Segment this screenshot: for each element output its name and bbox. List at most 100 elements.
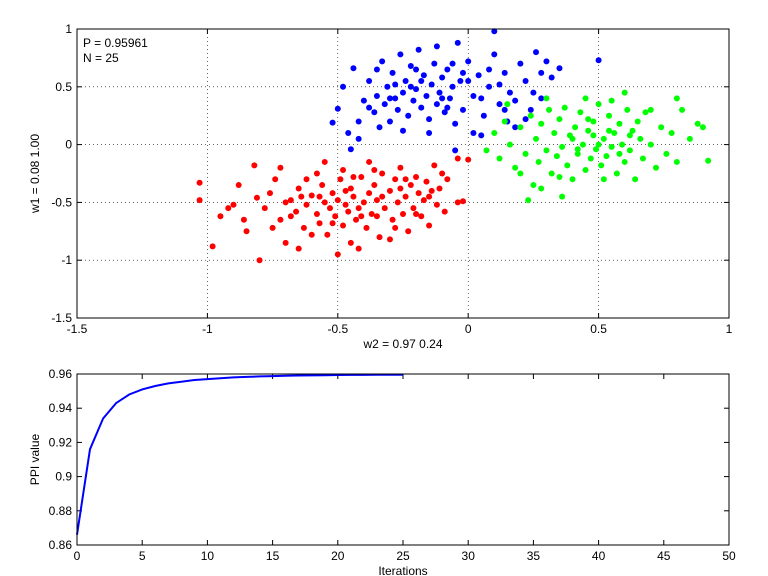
data-point: [303, 176, 310, 183]
data-point: [441, 109, 448, 116]
y-tick-label: 0.5: [55, 80, 72, 94]
data-point: [626, 132, 633, 139]
data-point: [329, 220, 336, 227]
data-point: [444, 66, 451, 73]
data-point: [470, 130, 477, 137]
data-point: [392, 176, 399, 183]
data-point: [652, 164, 659, 171]
data-point: [420, 72, 427, 79]
data-point: [637, 135, 644, 142]
data-point: [373, 93, 380, 100]
data-point: [428, 81, 435, 88]
data-point: [355, 245, 362, 252]
data-point: [626, 147, 633, 154]
data-point: [300, 224, 307, 231]
data-point: [564, 162, 571, 169]
ppi-series-line: [76, 373, 403, 535]
data-point: [230, 201, 237, 208]
data-point: [392, 81, 399, 88]
data-point: [538, 185, 545, 192]
data-point: [319, 182, 326, 189]
data-point: [355, 118, 362, 125]
data-point: [663, 150, 670, 157]
data-point: [501, 118, 508, 125]
data-point: [582, 95, 589, 102]
data-point: [392, 95, 399, 102]
data-point: [303, 201, 310, 208]
data-point: [548, 74, 555, 81]
data-point: [569, 135, 576, 142]
ppi-line-plot: 0 5 10 15 20 25 30 35 40 45 50 0.86 0.88 0.9 0.92 0.94 0…: [28, 367, 736, 576]
data-point: [629, 127, 636, 134]
data-point: [512, 97, 519, 104]
data-point: [522, 116, 529, 123]
data-point: [363, 224, 370, 231]
data-point: [543, 147, 550, 154]
red-cluster: [196, 155, 472, 264]
data-point: [556, 65, 563, 72]
data-point: [647, 106, 654, 113]
data-point: [321, 158, 328, 165]
data-point: [410, 205, 417, 212]
data-point: [394, 106, 401, 113]
data-point: [358, 173, 365, 180]
data-point: [478, 95, 485, 102]
x-tick-label: 35: [527, 549, 541, 563]
data-point: [407, 182, 414, 189]
data-point: [386, 187, 393, 194]
data-point: [686, 135, 693, 142]
data-point: [340, 83, 347, 90]
data-point: [386, 236, 393, 243]
data-point: [426, 130, 433, 137]
y-tick-label: -0.5: [51, 195, 72, 209]
data-point: [392, 224, 399, 231]
data-point: [574, 146, 581, 153]
data-point: [413, 210, 420, 217]
data-point: [405, 112, 412, 119]
data-point: [459, 198, 466, 205]
data-point: [543, 95, 550, 102]
data-point: [397, 164, 404, 171]
data-point: [606, 127, 613, 134]
data-point: [405, 228, 412, 235]
data-point: [621, 158, 628, 165]
data-point: [439, 95, 446, 102]
data-point: [517, 124, 524, 131]
grid-lines: [77, 29, 729, 318]
data-point: [496, 81, 503, 88]
data-point: [407, 62, 414, 69]
data-point: [590, 118, 597, 125]
data-point: [470, 93, 477, 100]
data-point: [465, 78, 472, 85]
data-point: [579, 141, 586, 148]
data-point: [551, 130, 558, 137]
axes-frame: [76, 373, 730, 546]
data-point: [386, 95, 393, 102]
data-point: [673, 158, 680, 165]
data-point: [298, 193, 305, 200]
data-point: [402, 176, 409, 183]
data-point: [592, 146, 599, 153]
data-point: [410, 97, 417, 104]
data-point: [533, 135, 540, 142]
data-point: [634, 118, 641, 125]
data-point: [423, 93, 430, 100]
data-point: [334, 251, 341, 258]
x-tick-label: 45: [657, 549, 671, 563]
data-point: [491, 130, 498, 137]
data-point: [598, 162, 605, 169]
data-point: [459, 106, 466, 113]
y-tick-label: 0.9: [55, 470, 72, 484]
data-point: [559, 143, 566, 150]
data-point: [587, 155, 594, 162]
data-point: [350, 173, 357, 180]
data-point: [459, 69, 466, 76]
x-tick-label: 15: [266, 549, 280, 563]
data-point: [436, 185, 443, 192]
x-axis-label: w2 = 0.97 0.24: [362, 337, 442, 351]
y-tick-label: 0: [65, 138, 72, 152]
data-point: [360, 97, 367, 104]
data-point: [517, 170, 524, 177]
data-point: [517, 60, 524, 67]
data-point: [402, 193, 409, 200]
